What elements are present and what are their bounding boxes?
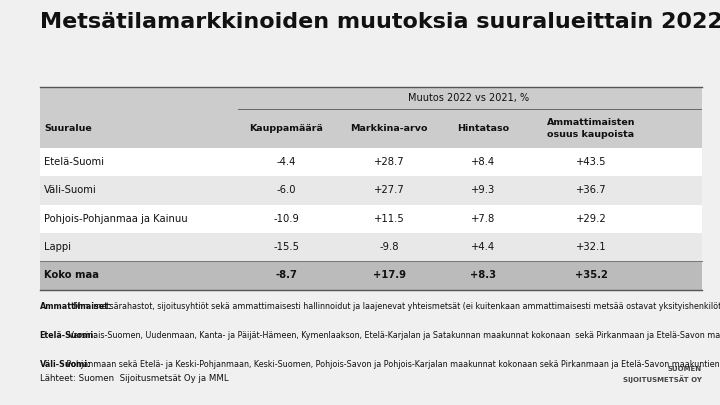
Bar [40, 233, 702, 261]
Text: +29.2: +29.2 [576, 214, 606, 224]
Text: Kauppamäärä: Kauppamäärä [249, 124, 323, 133]
Text: -10.9: -10.9 [274, 214, 300, 224]
Text: +9.3: +9.3 [472, 185, 495, 195]
Text: Lappi: Lappi [44, 242, 71, 252]
Text: Väli-Suomi: Väli-Suomi [44, 185, 96, 195]
Text: +4.4: +4.4 [472, 242, 495, 252]
Text: +28.7: +28.7 [374, 157, 405, 167]
Bar [40, 148, 702, 176]
Text: Mm. metsärahastot, sijoitusyhtiöt sekä ammattimaisesti hallinnoidut ja laajeneva: Mm. metsärahastot, sijoitusyhtiöt sekä a… [71, 302, 720, 311]
Text: +43.5: +43.5 [576, 157, 606, 167]
Text: SUOMEN
SIJOITUSMETSÄT OY: SUOMEN SIJOITUSMETSÄT OY [623, 366, 702, 383]
Bar [40, 261, 702, 290]
Text: +17.9: +17.9 [372, 271, 405, 280]
Text: Ammattimaiset:: Ammattimaiset: [40, 302, 112, 311]
Text: Etelä-Suomi: Etelä-Suomi [44, 157, 104, 167]
Text: -9.8: -9.8 [379, 242, 399, 252]
Text: Koko maa: Koko maa [44, 271, 99, 280]
Text: Pohjanmaan sekä Etelä- ja Keski-Pohjanmaan, Keski-Suomen, Pohjois-Savon ja Pohjo: Pohjanmaan sekä Etelä- ja Keski-Pohjanma… [64, 360, 720, 369]
Text: +32.1: +32.1 [576, 242, 606, 252]
Text: Väli-Suomi:: Väli-Suomi: [40, 360, 91, 369]
Bar [40, 205, 702, 233]
Text: +7.8: +7.8 [472, 214, 495, 224]
Text: +35.2: +35.2 [575, 271, 608, 280]
Bar [40, 176, 702, 205]
Text: +27.7: +27.7 [374, 185, 405, 195]
Text: -8.7: -8.7 [276, 271, 297, 280]
Text: +36.7: +36.7 [576, 185, 606, 195]
Text: Muutos 2022 vs 2021, %: Muutos 2022 vs 2021, % [408, 93, 529, 103]
Text: Etelä-Suomi:: Etelä-Suomi: [40, 331, 97, 340]
Text: Suuralue: Suuralue [44, 124, 91, 133]
Text: Varsinais-Suomen, Uudenmaan, Kanta- ja Päijät-Hämeen, Kymenlaakson, Etelä-Karjal: Varsinais-Suomen, Uudenmaan, Kanta- ja P… [66, 331, 720, 340]
Text: Pohjois-Pohjanmaa ja Kainuu: Pohjois-Pohjanmaa ja Kainuu [44, 214, 187, 224]
Text: +8.4: +8.4 [472, 157, 495, 167]
Bar [40, 87, 702, 148]
Text: Lähteet: Suomen  Sijoitusmetsät Oy ja MML: Lähteet: Suomen Sijoitusmetsät Oy ja MML [40, 374, 228, 383]
Text: -4.4: -4.4 [276, 157, 296, 167]
Text: +8.3: +8.3 [470, 271, 496, 280]
Text: -15.5: -15.5 [274, 242, 300, 252]
Text: Markkina-arvo: Markkina-arvo [350, 124, 428, 133]
Text: Metsätilamarkkinoiden muutoksia suuralueittain 2022: Metsätilamarkkinoiden muutoksia suuralue… [40, 12, 720, 32]
Text: -6.0: -6.0 [276, 185, 296, 195]
Text: +11.5: +11.5 [374, 214, 405, 224]
Text: Hintataso: Hintataso [457, 124, 510, 133]
Text: Ammattimaisten
osuus kaupoista: Ammattimaisten osuus kaupoista [546, 118, 635, 139]
